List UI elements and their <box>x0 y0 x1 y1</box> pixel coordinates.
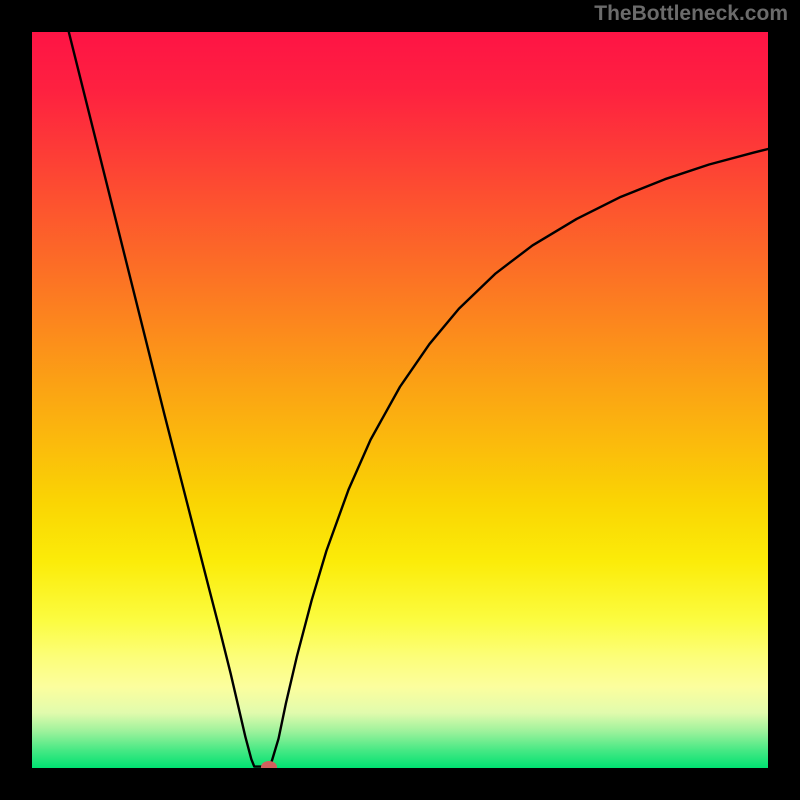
bottleneck-curve <box>32 32 768 768</box>
watermark-text: TheBottleneck.com <box>594 2 788 26</box>
plot-area <box>32 32 768 768</box>
optimum-marker <box>261 761 277 768</box>
curve-path <box>69 32 768 767</box>
